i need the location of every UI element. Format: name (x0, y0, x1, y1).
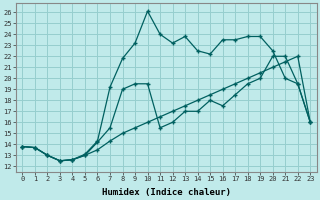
X-axis label: Humidex (Indice chaleur): Humidex (Indice chaleur) (102, 188, 231, 197)
